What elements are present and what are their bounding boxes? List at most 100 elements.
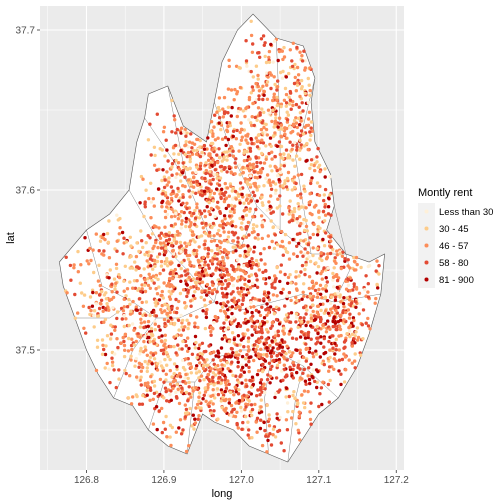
- data-point: [257, 354, 261, 359]
- data-point: [114, 385, 119, 390]
- data-point: [331, 275, 336, 279]
- data-point: [182, 130, 186, 134]
- data-point: [373, 301, 377, 305]
- data-point: [112, 277, 117, 281]
- data-point: [255, 372, 260, 377]
- data-point: [286, 281, 290, 285]
- data-point: [220, 305, 225, 309]
- data-point: [219, 196, 223, 201]
- data-point: [314, 281, 319, 285]
- data-point: [191, 233, 195, 237]
- data-point: [193, 417, 197, 421]
- data-point: [157, 285, 161, 289]
- data-point: [246, 433, 250, 437]
- data-point: [285, 428, 290, 432]
- data-point: [278, 270, 283, 274]
- data-point: [261, 321, 265, 326]
- data-point: [110, 360, 115, 364]
- data-point: [301, 109, 305, 113]
- data-point: [197, 376, 201, 380]
- data-point: [275, 88, 279, 92]
- data-point: [239, 127, 244, 131]
- data-point: [210, 225, 214, 230]
- data-point: [309, 422, 313, 426]
- data-point: [153, 264, 157, 268]
- data-point: [162, 396, 166, 400]
- data-point: [300, 54, 304, 58]
- data-point: [206, 136, 210, 140]
- data-point: [191, 148, 196, 153]
- data-point: [147, 196, 151, 201]
- data-point: [184, 248, 188, 253]
- data-point: [288, 125, 293, 130]
- data-point: [232, 210, 236, 215]
- data-point: [262, 247, 266, 251]
- data-point: [233, 385, 237, 389]
- data-point: [298, 138, 302, 142]
- data-point: [129, 402, 134, 406]
- data-point: [295, 148, 299, 152]
- data-point: [244, 321, 248, 325]
- data-point: [215, 243, 219, 248]
- data-point: [351, 316, 356, 320]
- data-point: [251, 314, 255, 318]
- data-point: [324, 284, 328, 289]
- data-point: [255, 394, 259, 398]
- data-point: [259, 168, 263, 172]
- data-point: [177, 189, 181, 193]
- data-point: [113, 352, 117, 356]
- data-point: [216, 105, 221, 110]
- data-point: [307, 377, 312, 382]
- data-point: [221, 259, 225, 263]
- data-point: [282, 164, 286, 168]
- data-point: [145, 259, 149, 263]
- district-border: [334, 205, 351, 303]
- data-point: [227, 282, 231, 286]
- data-point: [300, 59, 305, 63]
- data-point: [213, 138, 218, 142]
- data-point: [274, 166, 278, 170]
- data-point: [149, 351, 153, 355]
- data-point: [189, 371, 193, 375]
- data-point: [174, 240, 179, 244]
- data-point: [248, 174, 253, 178]
- data-point: [179, 210, 184, 214]
- data-point: [294, 422, 298, 426]
- data-point: [190, 352, 195, 356]
- data-point: [302, 282, 306, 286]
- data-point: [316, 146, 320, 151]
- data-point: [176, 387, 180, 391]
- data-point: [287, 206, 291, 210]
- data-point: [186, 349, 190, 353]
- data-point: [155, 368, 160, 372]
- data-point: [232, 296, 236, 300]
- data-point: [179, 244, 183, 248]
- data-point: [128, 266, 132, 270]
- data-point: [279, 144, 284, 149]
- data-point: [186, 150, 191, 155]
- data-point: [206, 158, 211, 162]
- data-point: [224, 317, 228, 322]
- data-point: [260, 335, 264, 339]
- data-point: [158, 271, 162, 276]
- data-point: [194, 340, 198, 345]
- data-point: [309, 133, 313, 138]
- data-point: [333, 295, 338, 299]
- data-point: [218, 370, 222, 375]
- data-point: [237, 398, 241, 403]
- data-point: [240, 221, 244, 225]
- data-point: [331, 346, 335, 350]
- data-point: [308, 130, 312, 134]
- data-point: [203, 289, 207, 293]
- data-point: [153, 258, 157, 263]
- data-point: [122, 297, 126, 301]
- data-point: [223, 190, 228, 194]
- data-point: [297, 410, 301, 414]
- data-point: [343, 257, 347, 261]
- data-point: [235, 128, 239, 133]
- data-point: [217, 375, 221, 380]
- data-point: [146, 253, 151, 258]
- data-point: [280, 239, 284, 244]
- data-point: [300, 263, 305, 268]
- data-point: [241, 296, 246, 300]
